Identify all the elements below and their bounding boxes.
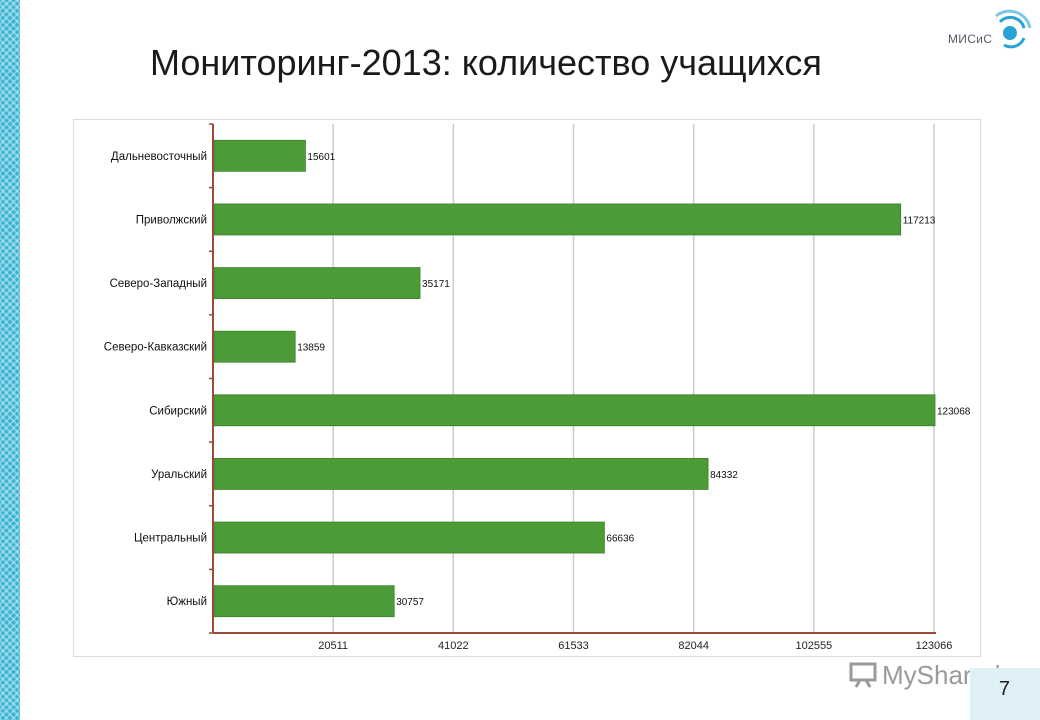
bar-6	[213, 521, 605, 554]
category-label: Уральский	[151, 469, 207, 481]
x-tick-label: 20511	[318, 640, 348, 652]
axes	[209, 123, 936, 634]
x-tick-label: 123066	[916, 640, 953, 652]
misis-logo: МИСиС	[944, 8, 1032, 62]
bar-1	[213, 203, 902, 236]
grid-lines	[332, 124, 935, 633]
category-labels: Дальневосточный Приволжский Северо-Западны…	[104, 151, 207, 608]
page-number: 7	[998, 678, 1010, 700]
category-label: Северо-Кавказский	[104, 342, 207, 354]
logo-text: МИСиС	[948, 32, 993, 46]
x-tick-label: 41022	[438, 640, 469, 652]
x-tick-label: 102555	[795, 640, 832, 652]
bar-4	[213, 394, 936, 427]
value-label: 30757	[396, 597, 424, 608]
category-label: Дальневосточный	[111, 151, 207, 163]
value-label: 66636	[606, 534, 634, 545]
chart-frame: Дальневосточный Приволжский Северо-Западны…	[73, 119, 981, 657]
value-label: 84332	[710, 470, 738, 481]
bar-3	[213, 330, 296, 363]
category-label: Сибирский	[149, 405, 207, 417]
category-label: Центральный	[134, 533, 207, 545]
category-label: Приволжский	[136, 214, 207, 226]
category-label: Северо-Западный	[110, 278, 207, 290]
value-label: 13859	[297, 343, 325, 354]
bar-chart: Дальневосточный Приволжский Северо-Западны…	[104, 123, 971, 652]
bar-5	[213, 458, 709, 490]
presentation-icon	[849, 662, 877, 688]
logo-icon	[995, 9, 1032, 49]
x-tick-label: 61533	[558, 640, 589, 652]
x-tick-label: 82044	[678, 640, 709, 652]
x-tick-labels: 20511 41022 61533 82044 102555 123066	[318, 640, 952, 652]
bar-7	[213, 585, 395, 618]
category-label: Южный	[167, 596, 207, 608]
value-label: 15601	[307, 152, 335, 163]
bars	[213, 139, 936, 618]
value-labels: 15601 117213 35171 13859 123068 84332 66636 307…	[297, 152, 971, 608]
page-number-box: 7	[970, 668, 1040, 720]
bar-0	[213, 139, 306, 172]
value-label: 35171	[422, 279, 450, 290]
value-label: 123068	[937, 406, 971, 417]
bar-2	[213, 267, 421, 299]
value-label: 117213	[903, 215, 936, 226]
side-decor-stripe	[0, 0, 20, 720]
slide-title: Мониторинг-2013: количество учащихся	[150, 42, 822, 83]
